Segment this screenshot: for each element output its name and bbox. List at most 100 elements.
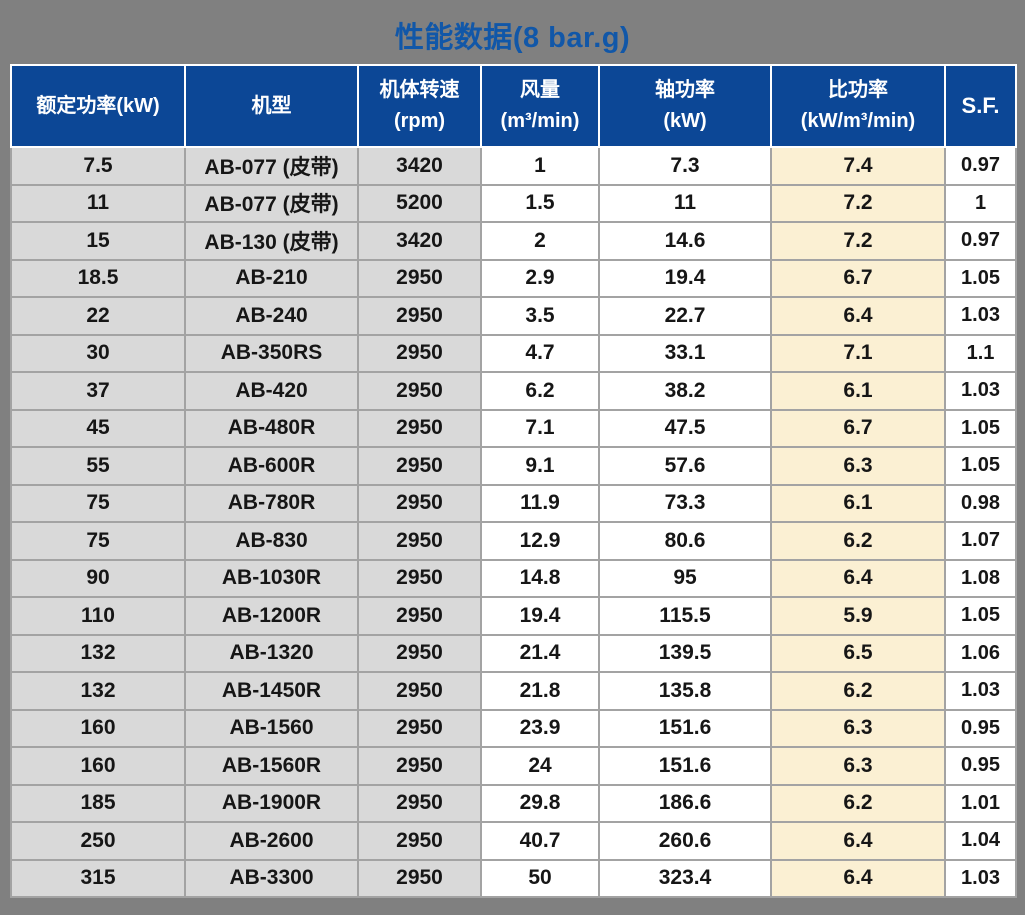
cell-model: AB-1450R [184,671,359,711]
cell-shaft-power-kw: 139.5 [598,633,772,673]
cell-speed-rpm: 2950 [357,333,482,373]
cell-service-factor: 1.03 [944,858,1017,898]
cell-speed-rpm: 2950 [357,596,482,636]
table-row: 22 AB-240 2950 3.5 22.7 6.4 1.03 [10,296,1017,336]
cell-rated-power-kw: 75 [10,521,186,561]
cell-shaft-power-kw: 323.4 [598,858,772,898]
cell-rated-power-kw: 45 [10,408,186,448]
cell-model: AB-1200R [184,596,359,636]
cell-service-factor: 1.04 [944,821,1017,861]
cell-service-factor: 1.1 [944,333,1017,373]
cell-model: AB-1030R [184,558,359,598]
cell-service-factor: 1.05 [944,258,1017,298]
cell-air-flow-m3min: 1 [480,146,600,186]
cell-shaft-power-kw: 19.4 [598,258,772,298]
cell-speed-rpm: 2950 [357,371,482,411]
cell-shaft-power-kw: 95 [598,558,772,598]
cell-specific-power: 6.1 [770,483,946,523]
table-header: 额定功率(kW) 机型 机体转速 (rpm) 风量 (m³/min) 轴功率 [10,64,1017,148]
cell-specific-power: 6.4 [770,558,946,598]
cell-speed-rpm: 2950 [357,633,482,673]
cell-service-factor: 1.01 [944,783,1017,823]
slide: 性能数据(8 bar.g) 额定功率(kW) 机型 机体转速 (rpm) [0,6,1025,915]
cell-service-factor: 1.05 [944,446,1017,486]
cell-air-flow-m3min: 2.9 [480,258,600,298]
cell-specific-power: 6.7 [770,258,946,298]
cell-service-factor: 1.03 [944,371,1017,411]
cell-specific-power: 7.2 [770,183,946,223]
table-row: 250 AB-2600 2950 40.7 260.6 6.4 1.04 [10,821,1017,861]
cell-service-factor: 0.95 [944,746,1017,786]
cell-service-factor: 0.97 [944,221,1017,261]
cell-rated-power-kw: 30 [10,333,186,373]
table-row: 110 AB-1200R 2950 19.4 115.5 5.9 1.05 [10,596,1017,636]
cell-air-flow-m3min: 23.9 [480,708,600,748]
cell-air-flow-m3min: 7.1 [480,408,600,448]
table-row: 15 AB-130 (皮带) 3420 2 14.6 7.2 0.97 [10,221,1017,261]
header-row: 额定功率(kW) 机型 机体转速 (rpm) 风量 (m³/min) 轴功率 [10,64,1017,148]
cell-rated-power-kw: 22 [10,296,186,336]
cell-shaft-power-kw: 11 [598,183,772,223]
cell-model: AB-1560R [184,746,359,786]
cell-specific-power: 6.2 [770,521,946,561]
cell-model: AB-480R [184,408,359,448]
cell-specific-power: 6.3 [770,708,946,748]
cell-service-factor: 1.03 [944,296,1017,336]
header-shaft-power: 轴功率 (kW) [598,64,772,148]
cell-speed-rpm: 2950 [357,821,482,861]
cell-specific-power: 6.1 [770,371,946,411]
cell-air-flow-m3min: 6.2 [480,371,600,411]
cell-rated-power-kw: 90 [10,558,186,598]
cell-shaft-power-kw: 14.6 [598,221,772,261]
cell-service-factor: 1.05 [944,596,1017,636]
cell-shaft-power-kw: 57.6 [598,446,772,486]
cell-rated-power-kw: 160 [10,708,186,748]
cell-specific-power: 7.2 [770,221,946,261]
cell-speed-rpm: 2950 [357,746,482,786]
header-rated-power: 额定功率(kW) [10,64,186,148]
table-row: 45 AB-480R 2950 7.1 47.5 6.7 1.05 [10,408,1017,448]
cell-rated-power-kw: 55 [10,446,186,486]
cell-specific-power: 6.7 [770,408,946,448]
cell-air-flow-m3min: 29.8 [480,783,600,823]
cell-air-flow-m3min: 12.9 [480,521,600,561]
table-row: 30 AB-350RS 2950 4.7 33.1 7.1 1.1 [10,333,1017,373]
cell-specific-power: 6.2 [770,783,946,823]
cell-specific-power: 6.5 [770,633,946,673]
cell-speed-rpm: 2950 [357,671,482,711]
cell-model: AB-077 (皮带) [184,183,359,223]
table-row: 185 AB-1900R 2950 29.8 186.6 6.2 1.01 [10,783,1017,823]
cell-speed-rpm: 2950 [357,558,482,598]
table-row: 37 AB-420 2950 6.2 38.2 6.1 1.03 [10,371,1017,411]
page: { "title": "性能数据(8 bar.g)", "colors": { … [0,6,1025,915]
cell-service-factor: 0.98 [944,483,1017,523]
cell-shaft-power-kw: 186.6 [598,783,772,823]
cell-shaft-power-kw: 260.6 [598,821,772,861]
cell-rated-power-kw: 250 [10,821,186,861]
cell-rated-power-kw: 75 [10,483,186,523]
cell-model: AB-2600 [184,821,359,861]
cell-speed-rpm: 2950 [357,258,482,298]
cell-specific-power: 6.2 [770,671,946,711]
cell-model: AB-1900R [184,783,359,823]
cell-air-flow-m3min: 11.9 [480,483,600,523]
cell-air-flow-m3min: 21.4 [480,633,600,673]
table-row: 55 AB-600R 2950 9.1 57.6 6.3 1.05 [10,446,1017,486]
cell-shaft-power-kw: 33.1 [598,333,772,373]
cell-rated-power-kw: 132 [10,671,186,711]
cell-rated-power-kw: 185 [10,783,186,823]
header-specific-power: 比功率 (kW/m³/min) [770,64,946,148]
cell-shaft-power-kw: 151.6 [598,746,772,786]
cell-specific-power: 6.4 [770,821,946,861]
cell-model: AB-130 (皮带) [184,221,359,261]
cell-rated-power-kw: 37 [10,371,186,411]
table-row: 160 AB-1560R 2950 24 151.6 6.3 0.95 [10,746,1017,786]
cell-service-factor: 1.03 [944,671,1017,711]
cell-air-flow-m3min: 24 [480,746,600,786]
cell-shaft-power-kw: 47.5 [598,408,772,448]
page-title: 性能数据(8 bar.g) [394,22,631,54]
cell-service-factor: 1.05 [944,408,1017,448]
cell-model: AB-077 (皮带) [184,146,359,186]
cell-service-factor: 1 [944,183,1017,223]
cell-model: AB-600R [184,446,359,486]
